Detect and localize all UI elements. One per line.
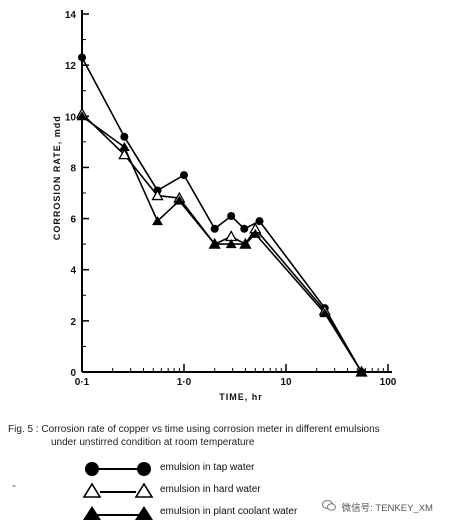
series-line [81, 115, 363, 373]
data-point [151, 189, 164, 201]
data-point [225, 230, 238, 242]
y-tick-label: 2 [70, 317, 76, 328]
data-point [120, 132, 129, 141]
y-tick-label: 12 [65, 61, 77, 72]
caption-line-2: under unstirred condition at room temper… [51, 437, 255, 448]
data-point [210, 224, 219, 233]
data-point [356, 367, 368, 376]
series-line [81, 57, 363, 373]
y-axis-label: CORROSION RATE, mdd [52, 115, 62, 240]
legend-label: emulsion in plant coolant water [160, 506, 298, 517]
filled-circle-marker-icon [85, 462, 151, 476]
legend: emulsion in tap water emulsion in hard w… [82, 455, 382, 525]
legend-label: emulsion in tap water [160, 462, 255, 473]
legend-item-tap-water: emulsion in tap water [82, 459, 382, 479]
y-tick-label: 6 [70, 215, 76, 226]
x-tick-label: 100 [380, 377, 397, 388]
x-axis-label: TIME, hr [219, 392, 263, 402]
open-triangle-marker-icon [82, 482, 154, 498]
data-point [76, 111, 88, 121]
y-tick-label: 14 [65, 10, 77, 21]
stray-mark: - [12, 478, 16, 492]
data-point [227, 212, 236, 221]
data-point [173, 195, 185, 205]
watermark: 微信号: TENKEY_XM [322, 500, 433, 514]
data-point [225, 239, 237, 249]
watermark-text: 微信号: TENKEY_XM [341, 503, 433, 514]
legend-item-hard-water: emulsion in hard water [82, 481, 382, 501]
data-point [180, 171, 188, 180]
legend-item-plant-coolant-water: emulsion in plant coolant water [82, 503, 382, 523]
data-point [249, 228, 261, 238]
filled-triangle-marker-icon [83, 506, 153, 520]
figure-caption: Fig. 5 : Corrosion rate of copper vs tim… [8, 423, 448, 449]
wechat-icon [322, 500, 336, 514]
data-point [239, 239, 251, 249]
x-tick-label: 10 [280, 377, 292, 388]
y-tick-label: 8 [70, 163, 76, 174]
data-point [319, 308, 331, 318]
data-point [152, 216, 164, 226]
data-point [118, 141, 130, 151]
data-point [209, 239, 221, 249]
x-tick-label: 1·0 [177, 377, 192, 388]
caption-prefix: Fig. 5 : [8, 424, 39, 435]
legend-label: emulsion in hard water [160, 484, 261, 495]
data-point [78, 53, 86, 62]
data-point [118, 148, 131, 160]
data-point [240, 224, 249, 233]
caption-line-1: Corrosion rate of copper vs time using c… [41, 424, 380, 435]
y-tick-label: 10 [65, 112, 77, 123]
y-tick-label: 0 [70, 368, 76, 379]
x-tick-label: 0·1 [75, 377, 90, 388]
y-tick-label: 4 [70, 266, 76, 277]
chart: 0 2 4 6 8 10 12 14 0·1 1·0 10 100 TIME, hr CORROSION … [52, 10, 397, 402]
data-point [255, 217, 264, 226]
series-line [81, 113, 363, 373]
